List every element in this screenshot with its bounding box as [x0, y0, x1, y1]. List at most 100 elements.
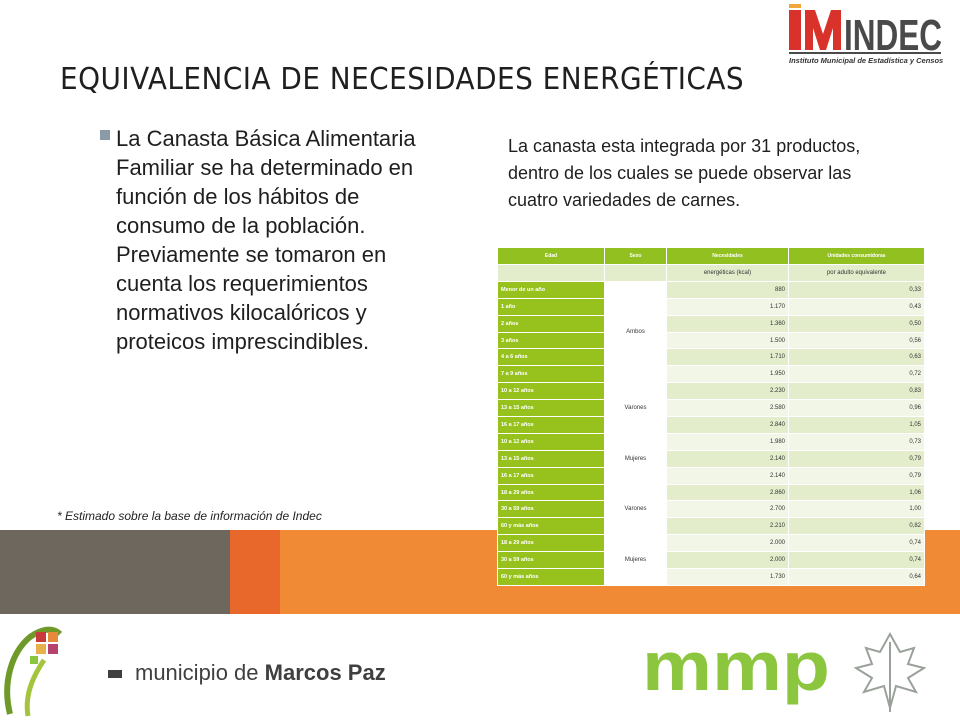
cell-kcal: 1.980: [666, 432, 789, 451]
table-row: 13 a 15 años 2.140 0,79: [497, 449, 925, 468]
subheader-edad: [497, 264, 605, 282]
subheader-sexo: [604, 264, 667, 282]
cell-ua: 0,56: [788, 331, 925, 350]
cell-edad: 1 año: [497, 297, 605, 316]
cell-kcal: 2.860: [666, 483, 789, 502]
cell-edad: 2 años: [497, 314, 605, 333]
footer-logos: municipio de Marcos Paz mmp: [4, 626, 927, 717]
cell-sexo: Varones: [604, 382, 667, 434]
cell-ua: 0,83: [788, 382, 925, 401]
cell-kcal: 1.950: [666, 365, 789, 384]
cell-kcal: 1.710: [666, 348, 789, 367]
cell-kcal: 1.170: [666, 297, 789, 316]
table-row: 16 a 17 años 2.140 0,79: [497, 466, 925, 485]
table-row: 2 años 1.360 0,50: [497, 314, 925, 333]
page-title: EQUIVALENCIA DE NECESIDADES ENERGÉTICAS: [60, 62, 745, 97]
cell-kcal: 2.000: [666, 534, 789, 553]
table-row: 30 a 59 años 2.700 1,00: [497, 500, 925, 519]
cell-kcal: 2.230: [666, 382, 789, 401]
cell-ua: 0,33: [788, 280, 925, 299]
indec-wordmark: INDEC: [844, 11, 942, 60]
marcos-paz-emblem-icon: [4, 626, 63, 717]
table-row: 30 a 59 años 2.000 0,74: [497, 551, 925, 570]
cell-kcal: 2.700: [666, 500, 789, 519]
cell-ua: 0,79: [788, 449, 925, 468]
footnote: * Estimado sobre la base de información …: [57, 509, 322, 523]
header-edad: Edad: [497, 247, 605, 265]
subheader-necesidades: energéticas (kcal): [666, 264, 789, 282]
cell-edad: Menor de un año: [497, 280, 605, 299]
cell-kcal: 2.210: [666, 517, 789, 536]
cell-kcal: 1.360: [666, 314, 789, 333]
table-row: 16 a 17 años 2.840 1,05: [497, 416, 925, 434]
header-unidades: Unidades consumidoras: [788, 247, 925, 265]
cell-ua: 0,74: [788, 551, 925, 570]
cell-ua: 0,63: [788, 348, 925, 367]
cell-ua: 1,00: [788, 500, 925, 519]
cell-edad: 16 a 17 años: [497, 466, 605, 485]
table-header-row: Edad Sexo Necesidades Unidades consumido…: [497, 247, 925, 265]
energy-table: Edad Sexo Necesidades Unidades consumido…: [497, 247, 925, 586]
cell-edad: 30 a 59 años: [497, 500, 605, 519]
cell-ua: 0,74: [788, 534, 925, 553]
municipio-name: Marcos Paz: [265, 660, 386, 685]
subheader-unidades: por adulto equivalente: [788, 264, 925, 282]
cell-ua: 0,50: [788, 314, 925, 333]
cell-ua: 0,79: [788, 466, 925, 485]
table-row: 3 años 1.500 0,56: [497, 331, 925, 350]
cell-kcal: 2.840: [666, 416, 789, 434]
cell-kcal: 2.580: [666, 399, 789, 418]
leaf-icon: [853, 631, 927, 712]
table-row: 60 y más años 1.730 0,64: [497, 568, 925, 586]
header-necesidades: Necesidades: [666, 247, 789, 265]
cell-kcal: 1.730: [666, 568, 789, 586]
cell-edad: 3 años: [497, 331, 605, 350]
cell-ua: 0,73: [788, 432, 925, 451]
cell-edad: 60 y más años: [497, 568, 605, 586]
cell-edad: 4 a 6 años: [497, 348, 605, 367]
square-bullet-icon: [100, 130, 110, 140]
cell-ua: 1,06: [788, 483, 925, 502]
cell-sexo: Ambos: [604, 280, 667, 384]
cell-sexo: Varones: [604, 483, 667, 536]
description-text: La canasta esta integrada por 31 product…: [508, 136, 861, 210]
cell-edad: 13 a 15 años: [497, 399, 605, 418]
table-row: 18 a 29 años Varones 2.860 1,06: [497, 483, 925, 536]
table-row: 18 a 29 años Mujeres 2.000 0,74: [497, 534, 925, 586]
cell-sexo: Mujeres: [604, 432, 667, 485]
municipio-label: municipio de Marcos Paz: [135, 660, 386, 685]
cell-kcal: 2.140: [666, 466, 789, 485]
cell-kcal: 2.000: [666, 551, 789, 570]
table-row: 1 año 1.170 0,43: [497, 297, 925, 316]
cell-edad: 13 a 15 años: [497, 449, 605, 468]
bullet-text: La Canasta Básica Alimentaria Familiar s…: [116, 126, 416, 354]
cell-edad: 16 a 17 años: [497, 416, 605, 434]
table-row: 60 y más años 2.210 0,82: [497, 517, 925, 536]
indec-subtitle: Instituto Municipal de Estadística y Cen…: [789, 56, 943, 65]
table-row: 10 a 12 años Varones 2.230 0,83: [497, 382, 925, 434]
cell-sexo: Mujeres: [604, 534, 667, 586]
cell-kcal: 880: [666, 280, 789, 299]
cell-edad: 10 a 12 años: [497, 382, 605, 401]
bullet-point: La Canasta Básica Alimentaria Familiar s…: [100, 124, 430, 356]
cell-ua: 1,05: [788, 416, 925, 434]
logo-divider: [108, 670, 122, 678]
footer: [0, 614, 960, 720]
cell-ua: 0,82: [788, 517, 925, 536]
table-row: 4 a 6 años 1.710 0,63: [497, 348, 925, 367]
indec-logo-icon: INDEC Instituto Municipal de Estadística…: [789, 4, 943, 65]
cell-ua: 0,64: [788, 568, 925, 586]
footer-band-gray: [0, 530, 230, 615]
table-row: 7 a 9 años 1.950 0,72: [497, 365, 925, 384]
table-subheader-row: energéticas (kcal) por adulto equivalent…: [497, 264, 925, 282]
cell-edad: 30 a 59 años: [497, 551, 605, 570]
table-row: 10 a 12 años Mujeres 1.980 0,73: [497, 432, 925, 485]
cell-ua: 0,43: [788, 297, 925, 316]
cell-edad: 18 a 29 años: [497, 534, 605, 553]
cell-kcal: 1.500: [666, 331, 789, 350]
table-row: 13 a 15 años 2.580 0,96: [497, 399, 925, 418]
footer-band-orange-dark: [230, 530, 280, 615]
header-sexo: Sexo: [604, 247, 667, 265]
municipio-prefix: municipio de: [135, 660, 265, 685]
mmp-wordmark: mmp: [642, 627, 830, 705]
